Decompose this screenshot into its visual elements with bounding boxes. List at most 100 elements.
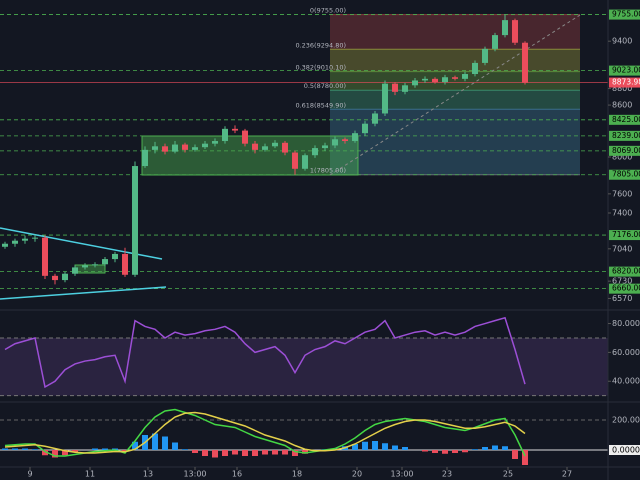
y-tick-label: 8000 (612, 153, 632, 162)
candle-body (372, 113, 378, 124)
range-box (141, 135, 359, 176)
x-tick-label: 11 (85, 470, 95, 479)
candle-body (242, 130, 248, 144)
range-box (74, 264, 106, 274)
y-tick-label: 40.0000 (612, 377, 640, 386)
candle-body (362, 123, 368, 134)
fib-band (330, 109, 580, 175)
level-label-box (609, 230, 640, 241)
candle-body (342, 139, 348, 142)
candle-body (352, 133, 358, 142)
candle-body (522, 42, 528, 83)
histogram-bar (302, 450, 308, 454)
x-tick-label: 27 (562, 470, 572, 479)
candle-body (142, 149, 148, 167)
y-tick-label: 7040 (612, 244, 632, 253)
candle-body (232, 128, 238, 131)
histogram-bar (42, 450, 48, 456)
candle-body (212, 141, 218, 144)
series-line (4, 411, 526, 454)
candle-body (72, 267, 78, 274)
histogram-bar (462, 450, 468, 453)
candle-body (262, 146, 268, 150)
histogram-bar (402, 447, 408, 450)
candle-body (82, 265, 88, 268)
candle-body (172, 144, 178, 152)
level-label-box (609, 65, 640, 76)
candle-body (452, 77, 458, 79)
histogram-bar (422, 450, 428, 452)
histogram-bar (122, 450, 128, 452)
histogram-bar (232, 450, 238, 455)
x-tick-label: 20 (352, 470, 362, 479)
histogram-bar (282, 450, 288, 455)
level-label: 8425.00 (612, 115, 640, 124)
histogram-bar (292, 450, 298, 456)
x-tick-label: 23 (442, 470, 452, 479)
candle-body (322, 145, 328, 149)
candle-body (302, 155, 308, 169)
histogram-bar (182, 449, 188, 450)
histogram-bar (482, 447, 488, 450)
background-layer (0, 14, 608, 451)
histogram-bar (382, 443, 388, 450)
histogram-bar (432, 450, 438, 453)
histogram-bar (72, 450, 78, 453)
candle-body (472, 62, 478, 75)
x-tick-label: 16 (232, 470, 242, 479)
y-tick-box (609, 445, 640, 455)
histogram-bar (172, 442, 178, 450)
histogram-bar (132, 441, 138, 450)
fib-diagonal (329, 14, 581, 176)
x-tick-label: 13:00 (390, 470, 413, 479)
candle-body (2, 243, 8, 247)
candle-body (192, 147, 198, 150)
candle-body (182, 144, 188, 150)
candle-body (402, 85, 408, 92)
candle-body (462, 74, 468, 79)
y-tick-label: 6730 (612, 277, 632, 286)
histogram-bar (102, 448, 108, 450)
trend-line (0, 286, 167, 300)
x-tick-label: 13:00 (183, 470, 206, 479)
histogram-bar (352, 444, 358, 450)
candle-body (22, 238, 28, 241)
candle-body (222, 128, 228, 142)
level-label: 7176.00 (612, 230, 640, 239)
level-label-box (609, 9, 640, 20)
candle-body (442, 77, 448, 83)
x-tick-label: 13 (143, 470, 153, 479)
level-label-box (609, 283, 640, 294)
histogram-bar (372, 441, 378, 450)
histogram-bar (512, 450, 518, 459)
candle-body (52, 275, 58, 281)
fib-label: 1(7805.00) (310, 167, 346, 175)
fib-band (330, 71, 580, 91)
y-tick-label: 80.0000 (612, 319, 640, 328)
fib-label: 0.5(8780.00) (304, 82, 346, 90)
y-tick-label: 7400 (612, 208, 632, 217)
candle-body (12, 240, 18, 244)
level-label: 6820.00 (612, 267, 640, 276)
y-tick-label: 6570 (612, 294, 632, 303)
histogram-bar (392, 445, 398, 450)
candle-body (102, 259, 108, 265)
level-label: 8239.00 (612, 131, 640, 140)
histogram-bar (202, 450, 208, 456)
histogram-bar (2, 448, 8, 450)
candle-body (162, 146, 168, 152)
x-tick-label: 18 (292, 470, 302, 479)
y-tick-label: 200.0000 (612, 416, 640, 425)
level-label: 7805.00 (612, 170, 640, 179)
level-label: 9755.00 (612, 10, 640, 19)
fib-band (330, 49, 580, 72)
fib-label: 0(9755.00) (310, 7, 346, 15)
y-tick-label: 0.0000 (612, 446, 640, 455)
candle-body (292, 152, 298, 169)
candle-body (132, 166, 138, 275)
candle-body (312, 148, 318, 156)
histogram-bar (192, 450, 198, 453)
level-label: 9023.00 (612, 66, 640, 75)
histogram-bar (492, 445, 498, 450)
